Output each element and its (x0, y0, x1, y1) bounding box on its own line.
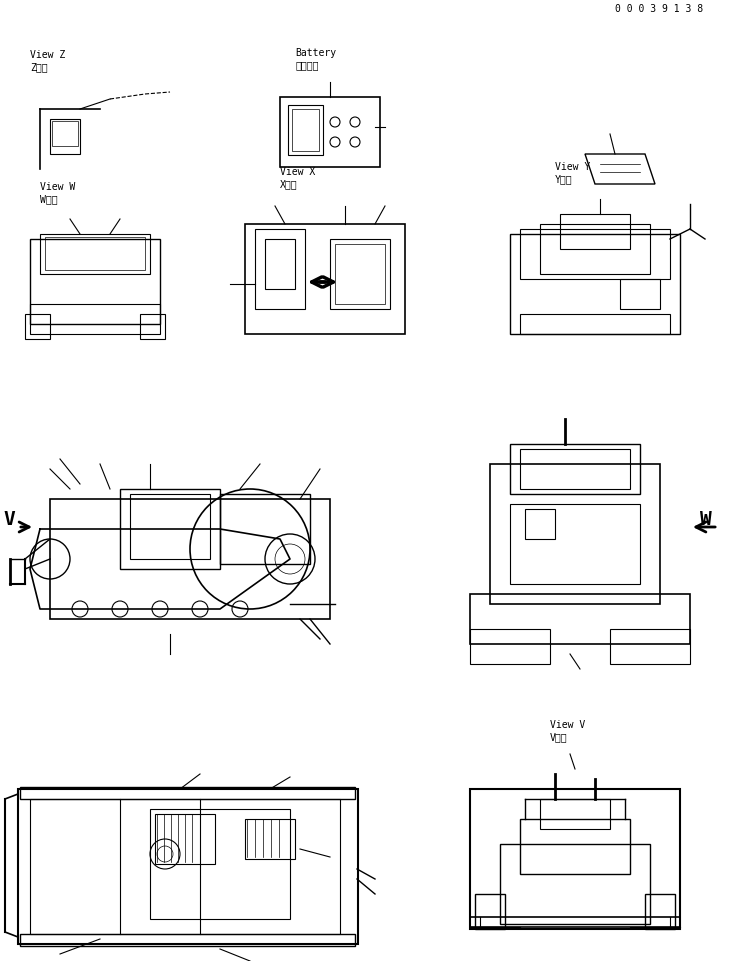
Text: V: V (3, 509, 15, 529)
Bar (470, 629, 550, 664)
Bar (255, 230, 305, 309)
Bar (510, 445, 640, 495)
Text: バッテリ: バッテリ (295, 60, 319, 70)
Bar (475, 894, 505, 929)
Bar (510, 234, 680, 334)
Text: Battery: Battery (295, 48, 336, 58)
Text: View V: View V (550, 719, 585, 729)
Bar (130, 495, 210, 559)
Text: 0 0 0 3 9 1 3 8: 0 0 0 3 9 1 3 8 (615, 4, 703, 14)
Bar (510, 505, 640, 584)
Text: W　視: W 視 (40, 194, 58, 204)
Text: V　視: V 視 (550, 731, 568, 741)
Bar (25, 314, 50, 339)
Bar (292, 110, 319, 152)
Text: View W: View W (40, 182, 75, 192)
Bar (500, 844, 650, 924)
Bar (30, 239, 160, 325)
Bar (490, 464, 660, 604)
Bar (620, 280, 660, 309)
Bar (560, 214, 630, 250)
Bar (520, 230, 670, 280)
Bar (45, 237, 145, 271)
Text: Y　視: Y 視 (555, 174, 573, 184)
Bar (330, 239, 390, 309)
Bar (645, 894, 675, 929)
Bar (335, 245, 385, 305)
Bar (540, 225, 650, 275)
Bar (120, 489, 220, 570)
Text: View Z: View Z (30, 50, 65, 60)
Bar (610, 629, 690, 664)
Bar (150, 809, 290, 919)
Bar (140, 314, 165, 339)
Bar (20, 787, 355, 800)
Bar (20, 934, 355, 946)
Bar (470, 595, 690, 644)
Bar (525, 509, 555, 539)
Bar (50, 500, 330, 619)
Bar (470, 917, 680, 927)
Bar (520, 819, 630, 875)
Text: View X: View X (280, 167, 316, 177)
Bar (288, 106, 323, 156)
Text: Z　視: Z 視 (30, 62, 47, 72)
Bar (470, 789, 680, 929)
Bar (520, 450, 630, 489)
Bar (18, 789, 358, 944)
Bar (52, 122, 78, 147)
Bar (280, 98, 380, 168)
Bar (520, 314, 670, 334)
Bar (30, 800, 340, 934)
Bar (245, 819, 295, 859)
Text: W: W (700, 509, 712, 529)
Bar (265, 239, 295, 289)
Bar (540, 800, 610, 829)
Bar (155, 814, 215, 864)
Text: View Y: View Y (555, 161, 590, 172)
Text: X　視: X 視 (280, 179, 298, 188)
Bar (30, 305, 160, 334)
Bar (245, 225, 405, 334)
Bar (220, 495, 310, 564)
Bar (40, 234, 150, 275)
Bar (50, 120, 80, 155)
